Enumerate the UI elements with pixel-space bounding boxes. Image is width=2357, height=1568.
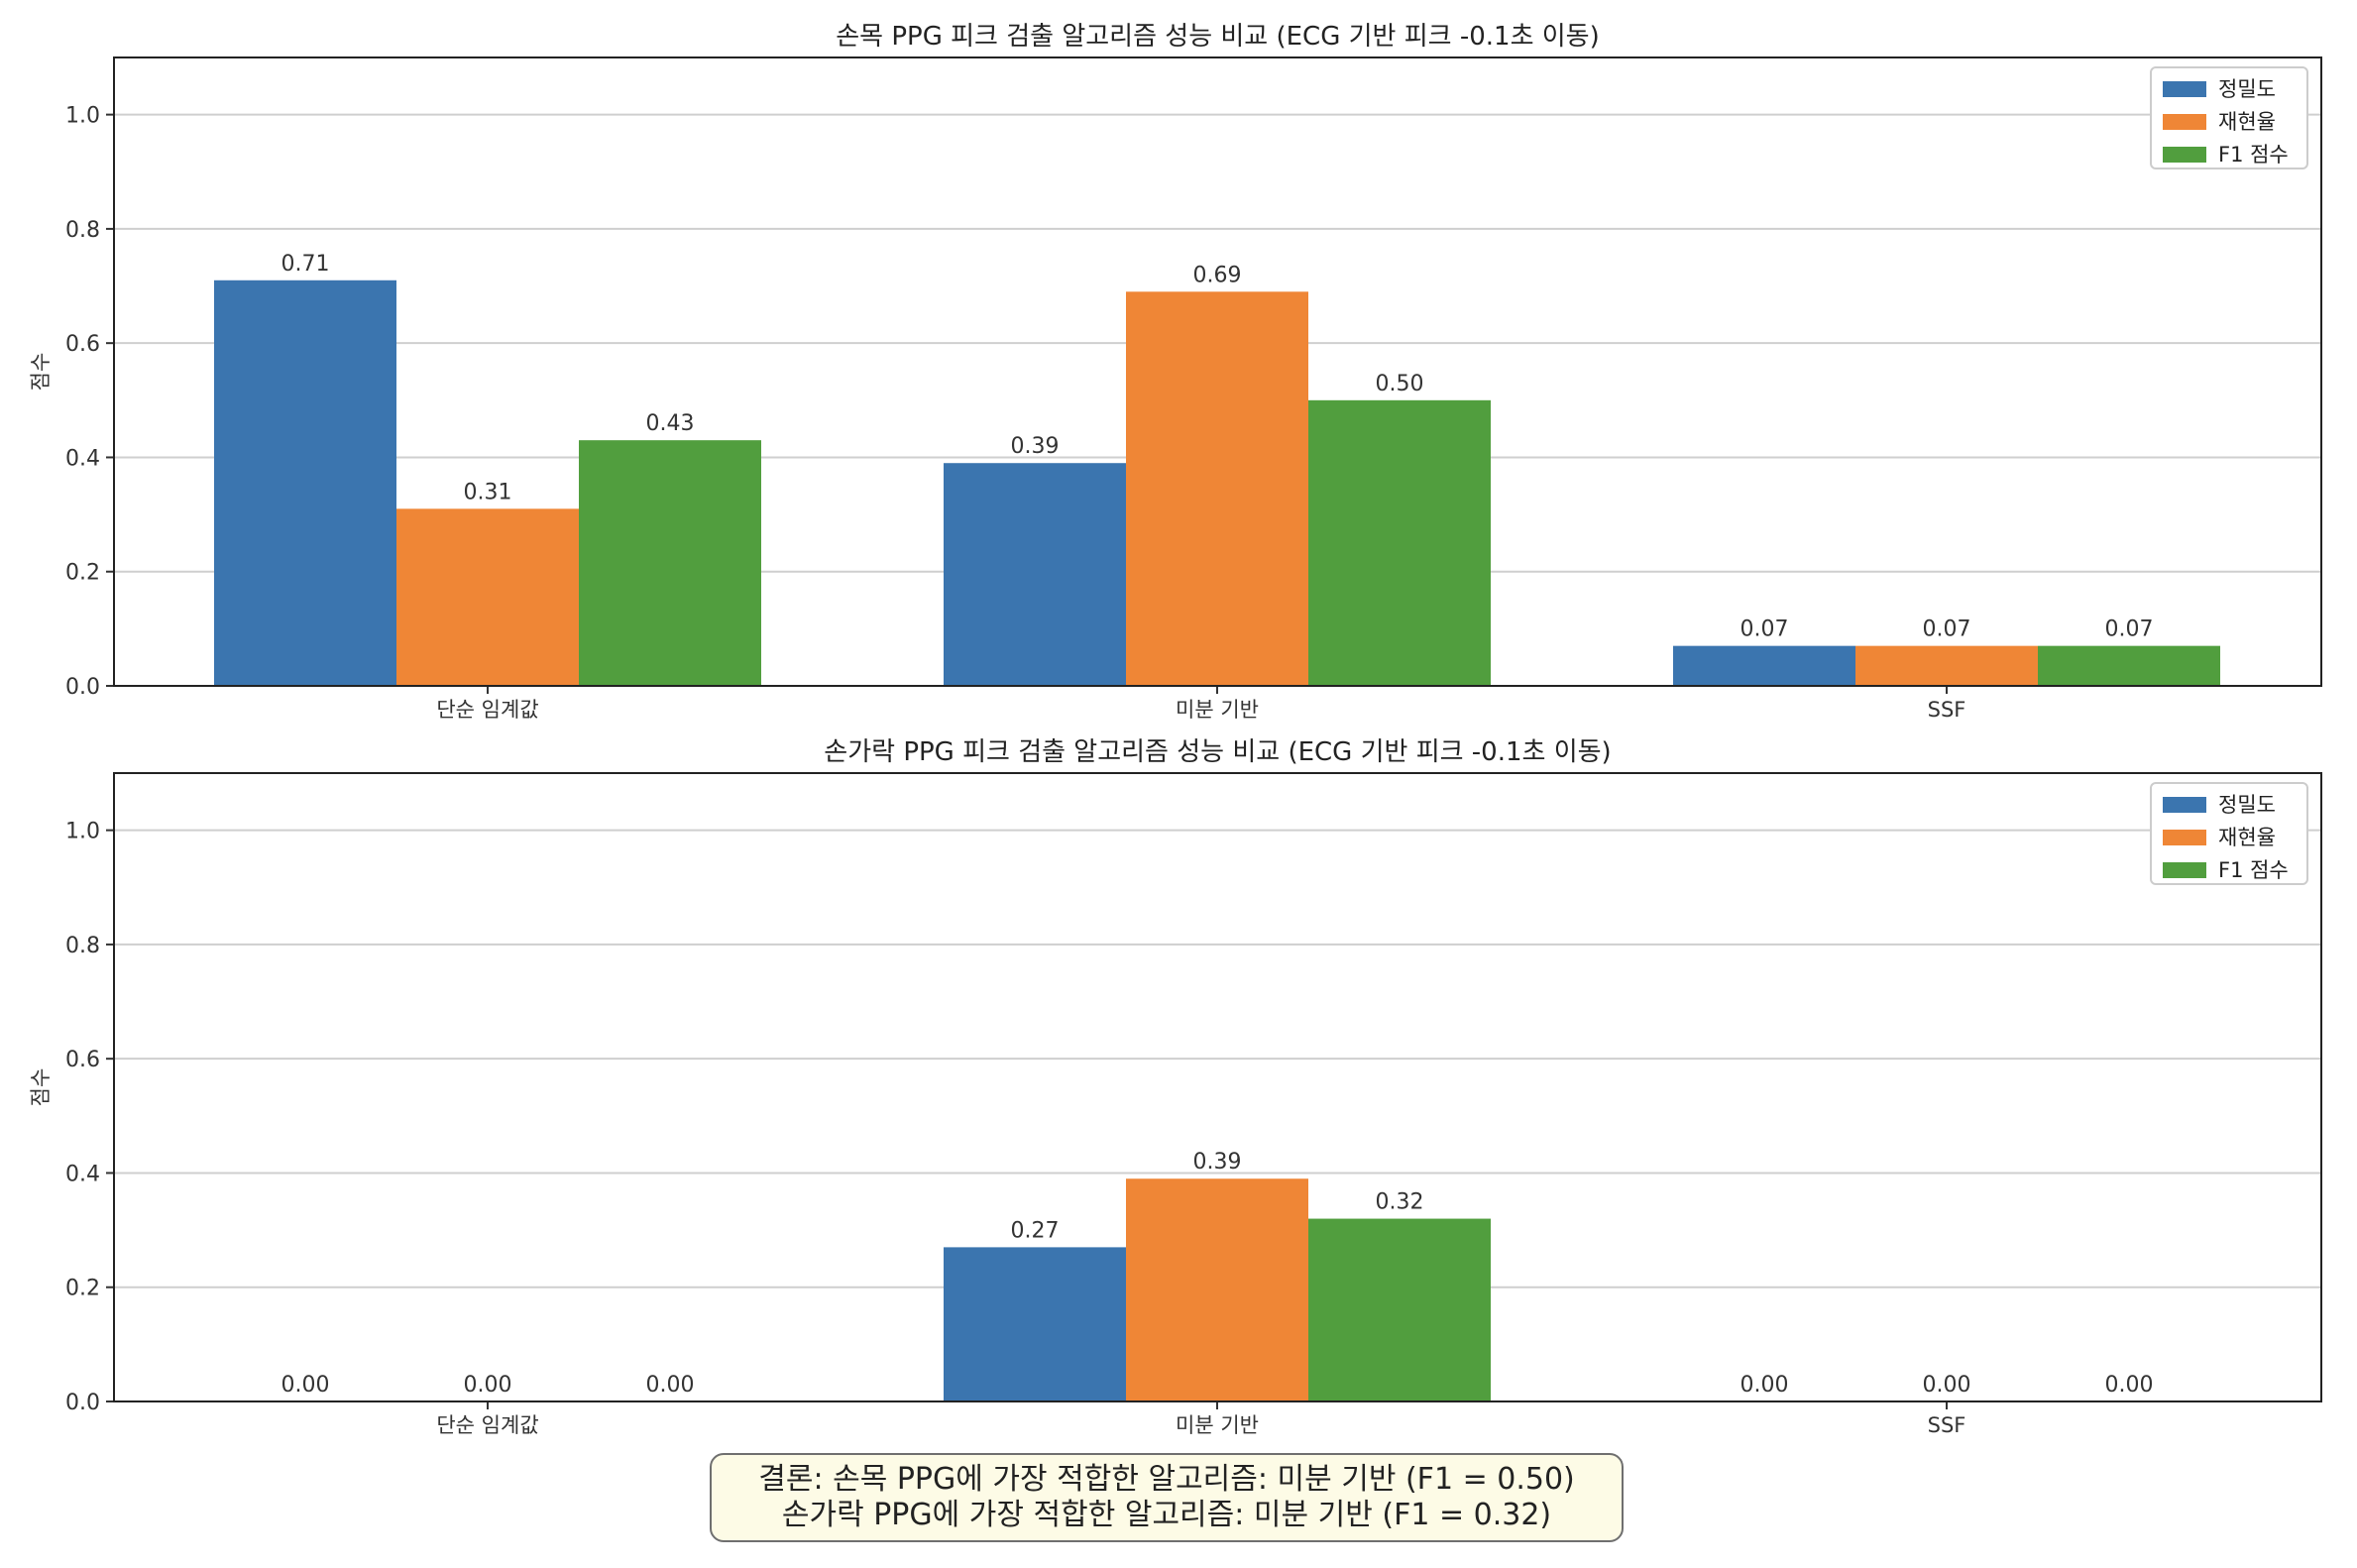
legend-swatch: [2163, 797, 2206, 813]
y-tick-label: 0.0: [65, 1391, 100, 1415]
legend-swatch: [2163, 114, 2206, 130]
y-tick-label: 1.0: [65, 104, 100, 129]
bar: [1308, 399, 1491, 686]
bar-value-label: 0.00: [464, 1373, 512, 1398]
x-tick-label: SSF: [1928, 1413, 1966, 1437]
chart-title: 손가락 PPG 피크 검출 알고리즘 성능 비교 (ECG 기반 피크 -0.1…: [824, 737, 1611, 767]
y-tick-label: 0.2: [65, 561, 100, 586]
bar-value-label: 0.07: [1923, 617, 1971, 642]
legend-label: 재현율: [2218, 110, 2276, 134]
plot-frame: [113, 772, 2322, 1402]
bar: [944, 463, 1126, 686]
legend-swatch: [2163, 830, 2206, 845]
y-axis-label: 점수: [29, 1068, 53, 1107]
y-axis-label: 점수: [29, 353, 53, 392]
bar-value-label: 0.71: [281, 252, 330, 277]
legend-label: F1 점수: [2218, 858, 2289, 882]
bar-value-label: 0.27: [1011, 1218, 1060, 1243]
legend-swatch: [2163, 147, 2206, 163]
y-tick-label: 0.2: [65, 1277, 100, 1301]
y-tick-label: 0.4: [65, 446, 100, 471]
bar: [1126, 1178, 1308, 1401]
wrist-ppg-chart: 0.0 0.2 0.4 0.6 0.8 1.0 0.71 0.31 0.43 단순 임계값 0.39…: [29, 22, 2322, 722]
bar: [1126, 291, 1308, 686]
legend-swatch: [2163, 862, 2206, 878]
bar: [1855, 645, 2038, 686]
chart-title: 손목 PPG 피크 검출 알고리즘 성능 비교 (ECG 기반 피크 -0.1초…: [836, 22, 1599, 52]
y-tick-label: 0.8: [65, 934, 100, 958]
bar-value-label: 0.31: [464, 480, 512, 504]
conclusion-box: 결론: 손목 PPG에 가장 적합한 알고리즘: 미분 기반 (F1 = 0.5…: [710, 1453, 1624, 1542]
y-tick-label: 0.6: [65, 1048, 100, 1072]
bar-value-label: 0.07: [1740, 617, 1789, 642]
bar-value-label: 0.43: [646, 411, 695, 436]
legend-label: 정밀도: [2218, 793, 2276, 817]
bar-value-label: 0.00: [1923, 1373, 1971, 1398]
bar-value-label: 0.00: [1740, 1373, 1789, 1398]
bar-value-label: 0.00: [281, 1373, 330, 1398]
x-tick-label: 단순 임계값: [436, 1413, 538, 1437]
bar-value-label: 0.32: [1376, 1190, 1424, 1215]
bar-value-label: 0.00: [646, 1373, 695, 1398]
bar-value-label: 0.69: [1193, 263, 1242, 287]
x-tick-label: SSF: [1928, 698, 1966, 722]
bar: [396, 508, 579, 686]
bar-value-label: 0.07: [2105, 617, 2154, 642]
y-tick-label: 0.4: [65, 1162, 100, 1186]
bar: [579, 440, 761, 686]
bar-value-label: 0.39: [1011, 434, 1060, 459]
bar: [944, 1247, 1126, 1401]
bar: [1673, 645, 1855, 686]
finger-ppg-chart: 0.0 0.2 0.4 0.6 0.8 1.0 0.00 0.00 0.00 단순 임계값 0.27…: [29, 737, 2322, 1476]
y-tick-label: 1.0: [65, 820, 100, 844]
bar: [2038, 645, 2220, 686]
legend-label: 정밀도: [2218, 77, 2276, 101]
y-tick-label: 0.0: [65, 675, 100, 700]
y-tick-label: 0.6: [65, 332, 100, 357]
bar-value-label: 0.39: [1193, 1150, 1242, 1175]
bar: [1308, 1218, 1491, 1401]
conclusion-line-2: 손가락 PPG에 가장 적합한 알고리즘: 미분 기반 (F1 = 0.32): [781, 1498, 1552, 1532]
legend-label: 재현율: [2218, 826, 2276, 849]
x-tick-label: 단순 임계값: [436, 698, 538, 722]
bar-value-label: 0.50: [1376, 372, 1424, 396]
y-tick-label: 0.8: [65, 218, 100, 243]
bar-value-label: 0.00: [2105, 1373, 2154, 1398]
legend-swatch: [2163, 81, 2206, 97]
x-tick-label: 미분 기반: [1176, 1413, 1259, 1437]
plot-frame: [113, 56, 2322, 687]
x-tick-label: 미분 기반: [1176, 698, 1259, 722]
bar: [214, 280, 396, 686]
conclusion-line-1: 결론: 손목 PPG에 가장 적합한 알고리즘: 미분 기반 (F1 = 0.5…: [758, 1462, 1575, 1497]
legend-label: F1 점수: [2218, 143, 2289, 167]
